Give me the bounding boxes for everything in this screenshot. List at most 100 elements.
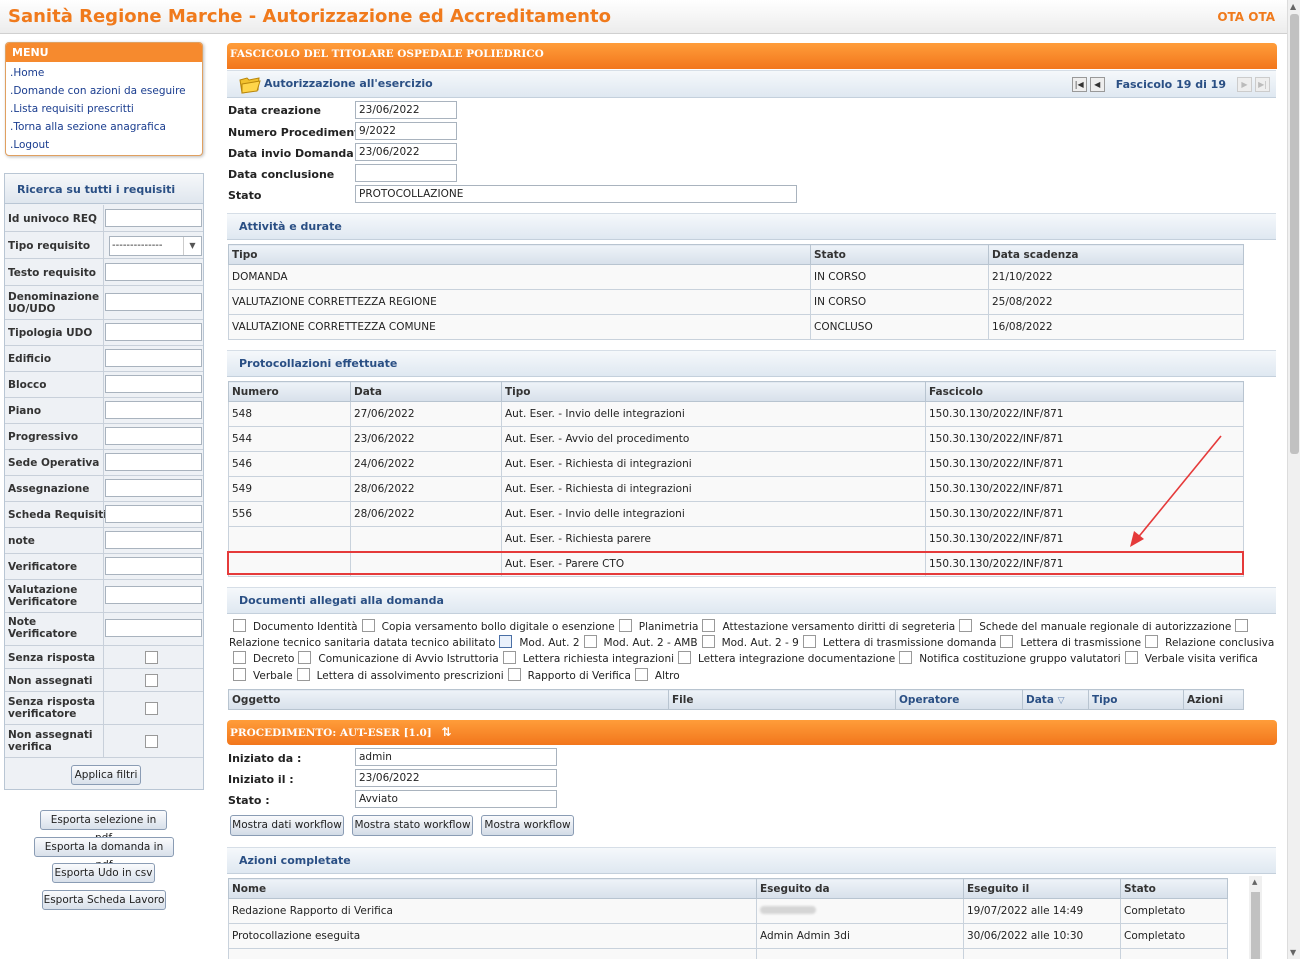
senza-risposta-verificatore-checkbox[interactable]	[145, 702, 158, 715]
table-row[interactable]: 556 28/06/2022 Aut. Eser. - Invio delle in…	[228, 501, 1244, 527]
col-header[interactable]: Nome	[228, 878, 757, 899]
table-row[interactable]: 544 23/06/2022 Aut. Eser. - Avvio del proc…	[228, 426, 1244, 452]
chevron-down-icon[interactable]: ▼	[183, 237, 201, 255]
scroll-down-icon[interactable]: ▼	[1290, 948, 1297, 957]
numero-procedimento-field[interactable]: 9/2022	[355, 122, 457, 140]
table-row[interactable]: 549 28/06/2022 Aut. Eser. - Richiesta di i…	[228, 476, 1244, 502]
table-row[interactable]: VALUTAZIONE CORRETTEZZA REGIONE IN CORSO 2…	[228, 289, 1244, 315]
table-row[interactable]: Aut. Eser. - Richiesta parere 150.30.130/…	[228, 526, 1244, 552]
doc-type-checkbox[interactable]	[361, 619, 375, 632]
col-header[interactable]: Stato	[1120, 878, 1228, 899]
doc-type-checkbox[interactable]	[618, 619, 632, 632]
refresh-icon[interactable]: ⇅	[441, 725, 452, 739]
current-user[interactable]: OTA OTA	[1217, 10, 1275, 24]
progressivo-input[interactable]	[105, 427, 202, 445]
table-row[interactable]: Protocollazione eseguita Admin Admin 3di 3…	[228, 923, 1228, 949]
col-header[interactable]: Eseguito il	[963, 878, 1121, 899]
denominazione-input[interactable]	[105, 293, 202, 311]
scrollbar-thumb[interactable]	[1290, 14, 1299, 454]
iniziato-da-field[interactable]: admin	[355, 748, 557, 766]
non-assegnati-checkbox[interactable]	[145, 674, 158, 687]
export-domanda-pdf-button[interactable]: Esporta la domanda in pdf	[34, 837, 174, 871]
azioni-scrollbar[interactable]: ▲	[1249, 876, 1262, 959]
doc-type-checkbox[interactable]	[1000, 635, 1014, 649]
valutazione-verificatore-input[interactable]	[105, 586, 202, 604]
data-invio-field[interactable]: 23/06/2022	[355, 143, 457, 161]
doc-type-checkbox[interactable]	[1235, 619, 1249, 632]
tipo-requisito-select[interactable]: -------------- ▼	[109, 236, 202, 256]
doc-type-checkbox[interactable]	[1124, 651, 1138, 665]
table-row[interactable]: Redazione Rapporto di Verifica 19/07/2022…	[228, 898, 1228, 924]
doc-type-checkbox[interactable]	[701, 635, 715, 649]
doc-type-checkbox[interactable]	[507, 667, 521, 681]
scheda-requisiti-input[interactable]	[105, 505, 202, 523]
col-header[interactable]: Oggetto	[228, 689, 669, 710]
table-row[interactable]: VALUTAZIONE CORRETTEZZA COMUNE CONCLUSO 16…	[228, 314, 1244, 340]
piano-input[interactable]	[105, 401, 202, 419]
col-header[interactable]: Tipo	[228, 244, 811, 265]
doc-type-checkbox[interactable]	[233, 619, 246, 632]
doc-type-checkbox[interactable]	[502, 651, 516, 665]
doc-type-checkbox[interactable]	[702, 619, 716, 632]
table-row[interactable]: Aut. Eser. - Parere CTO 150.30.130/2022/I…	[228, 551, 1244, 577]
table-row[interactable]: 546 24/06/2022 Aut. Eser. - Richiesta di i…	[228, 451, 1244, 477]
menu-item-domande[interactable]: .Domande con azioni da eseguire	[10, 85, 186, 97]
col-header[interactable]: Stato	[810, 244, 989, 265]
show-workflow-data-button[interactable]: Mostra dati workflow	[230, 815, 344, 836]
col-header[interactable]: Data	[350, 381, 502, 402]
col-header-sorted[interactable]: Data ▽	[1022, 689, 1089, 710]
doc-type-checkbox[interactable]	[899, 651, 913, 665]
doc-type-checkbox[interactable]	[499, 635, 513, 649]
next-page-icon[interactable]: ▶	[1237, 76, 1252, 92]
export-udo-csv-button[interactable]: Esporta Udo in csv	[52, 863, 155, 883]
menu-item-home[interactable]: .Home	[10, 67, 45, 79]
assegnazione-input[interactable]	[105, 479, 202, 497]
senza-risposta-checkbox[interactable]	[145, 651, 158, 664]
export-scheda-lavoro-button[interactable]: Esporta Scheda Lavoro	[42, 890, 166, 910]
data-creazione-field[interactable]: 23/06/2022	[355, 101, 457, 119]
scroll-up-icon[interactable]: ▲	[1290, 2, 1297, 11]
col-header[interactable]: Fascicolo	[925, 381, 1244, 402]
doc-type-checkbox[interactable]	[298, 651, 312, 665]
last-page-icon[interactable]: ▶|	[1255, 76, 1270, 92]
col-header[interactable]: Tipo	[1088, 689, 1184, 710]
apply-filters-button[interactable]: Applica filtri	[71, 765, 141, 785]
edificio-input[interactable]	[105, 349, 202, 367]
doc-type-checkbox[interactable]	[634, 667, 648, 681]
col-header[interactable]: Tipo	[501, 381, 926, 402]
note-input[interactable]	[105, 531, 202, 549]
blocco-input[interactable]	[105, 375, 202, 393]
stato-field[interactable]: PROTOCOLLAZIONE	[355, 185, 797, 203]
data-conclusione-field[interactable]	[355, 164, 457, 182]
procedimento-stato-field[interactable]: Avviato	[355, 790, 557, 808]
scrollbar-thumb[interactable]	[1251, 892, 1260, 959]
page-scrollbar[interactable]: ▲ ▼	[1287, 0, 1300, 959]
note-verificatore-input[interactable]	[105, 619, 202, 637]
table-row[interactable]	[228, 948, 1228, 959]
col-header[interactable]: Eseguito da	[756, 878, 964, 899]
table-row[interactable]: 548 27/06/2022 Aut. Eser. - Invio delle in…	[228, 401, 1244, 427]
table-row[interactable]: DOMANDA IN CORSO 21/10/2022	[228, 264, 1244, 290]
col-header[interactable]: Data scadenza	[988, 244, 1244, 265]
doc-type-checkbox[interactable]	[233, 651, 246, 665]
doc-type-checkbox[interactable]	[233, 667, 246, 681]
tipologia-udo-input[interactable]	[105, 323, 202, 341]
menu-item-anagrafica[interactable]: .Torna alla sezione anagrafica	[10, 121, 166, 133]
export-selection-pdf-button[interactable]: Esporta selezione in pdf	[40, 810, 167, 844]
first-page-icon[interactable]: |◀	[1071, 76, 1087, 92]
doc-type-checkbox[interactable]	[678, 651, 692, 665]
col-header[interactable]: File	[668, 689, 896, 710]
doc-type-checkbox[interactable]	[583, 635, 597, 649]
prev-page-icon[interactable]: ◀	[1089, 76, 1105, 92]
show-workflow-button[interactable]: Mostra workflow	[481, 815, 574, 836]
col-header[interactable]: Operatore	[895, 689, 1023, 710]
doc-type-checkbox[interactable]	[802, 635, 816, 649]
menu-item-requisiti-prescritti[interactable]: .Lista requisiti prescritti	[10, 103, 134, 115]
id-univoco-req-input[interactable]	[105, 209, 202, 227]
scroll-up-icon[interactable]: ▲	[1252, 878, 1258, 886]
menu-item-logout[interactable]: .Logout	[10, 139, 50, 151]
col-header[interactable]: Azioni	[1183, 689, 1244, 710]
doc-type-checkbox[interactable]	[296, 667, 310, 681]
doc-type-checkbox[interactable]	[1145, 635, 1159, 649]
sede-operativa-input[interactable]	[105, 453, 202, 471]
